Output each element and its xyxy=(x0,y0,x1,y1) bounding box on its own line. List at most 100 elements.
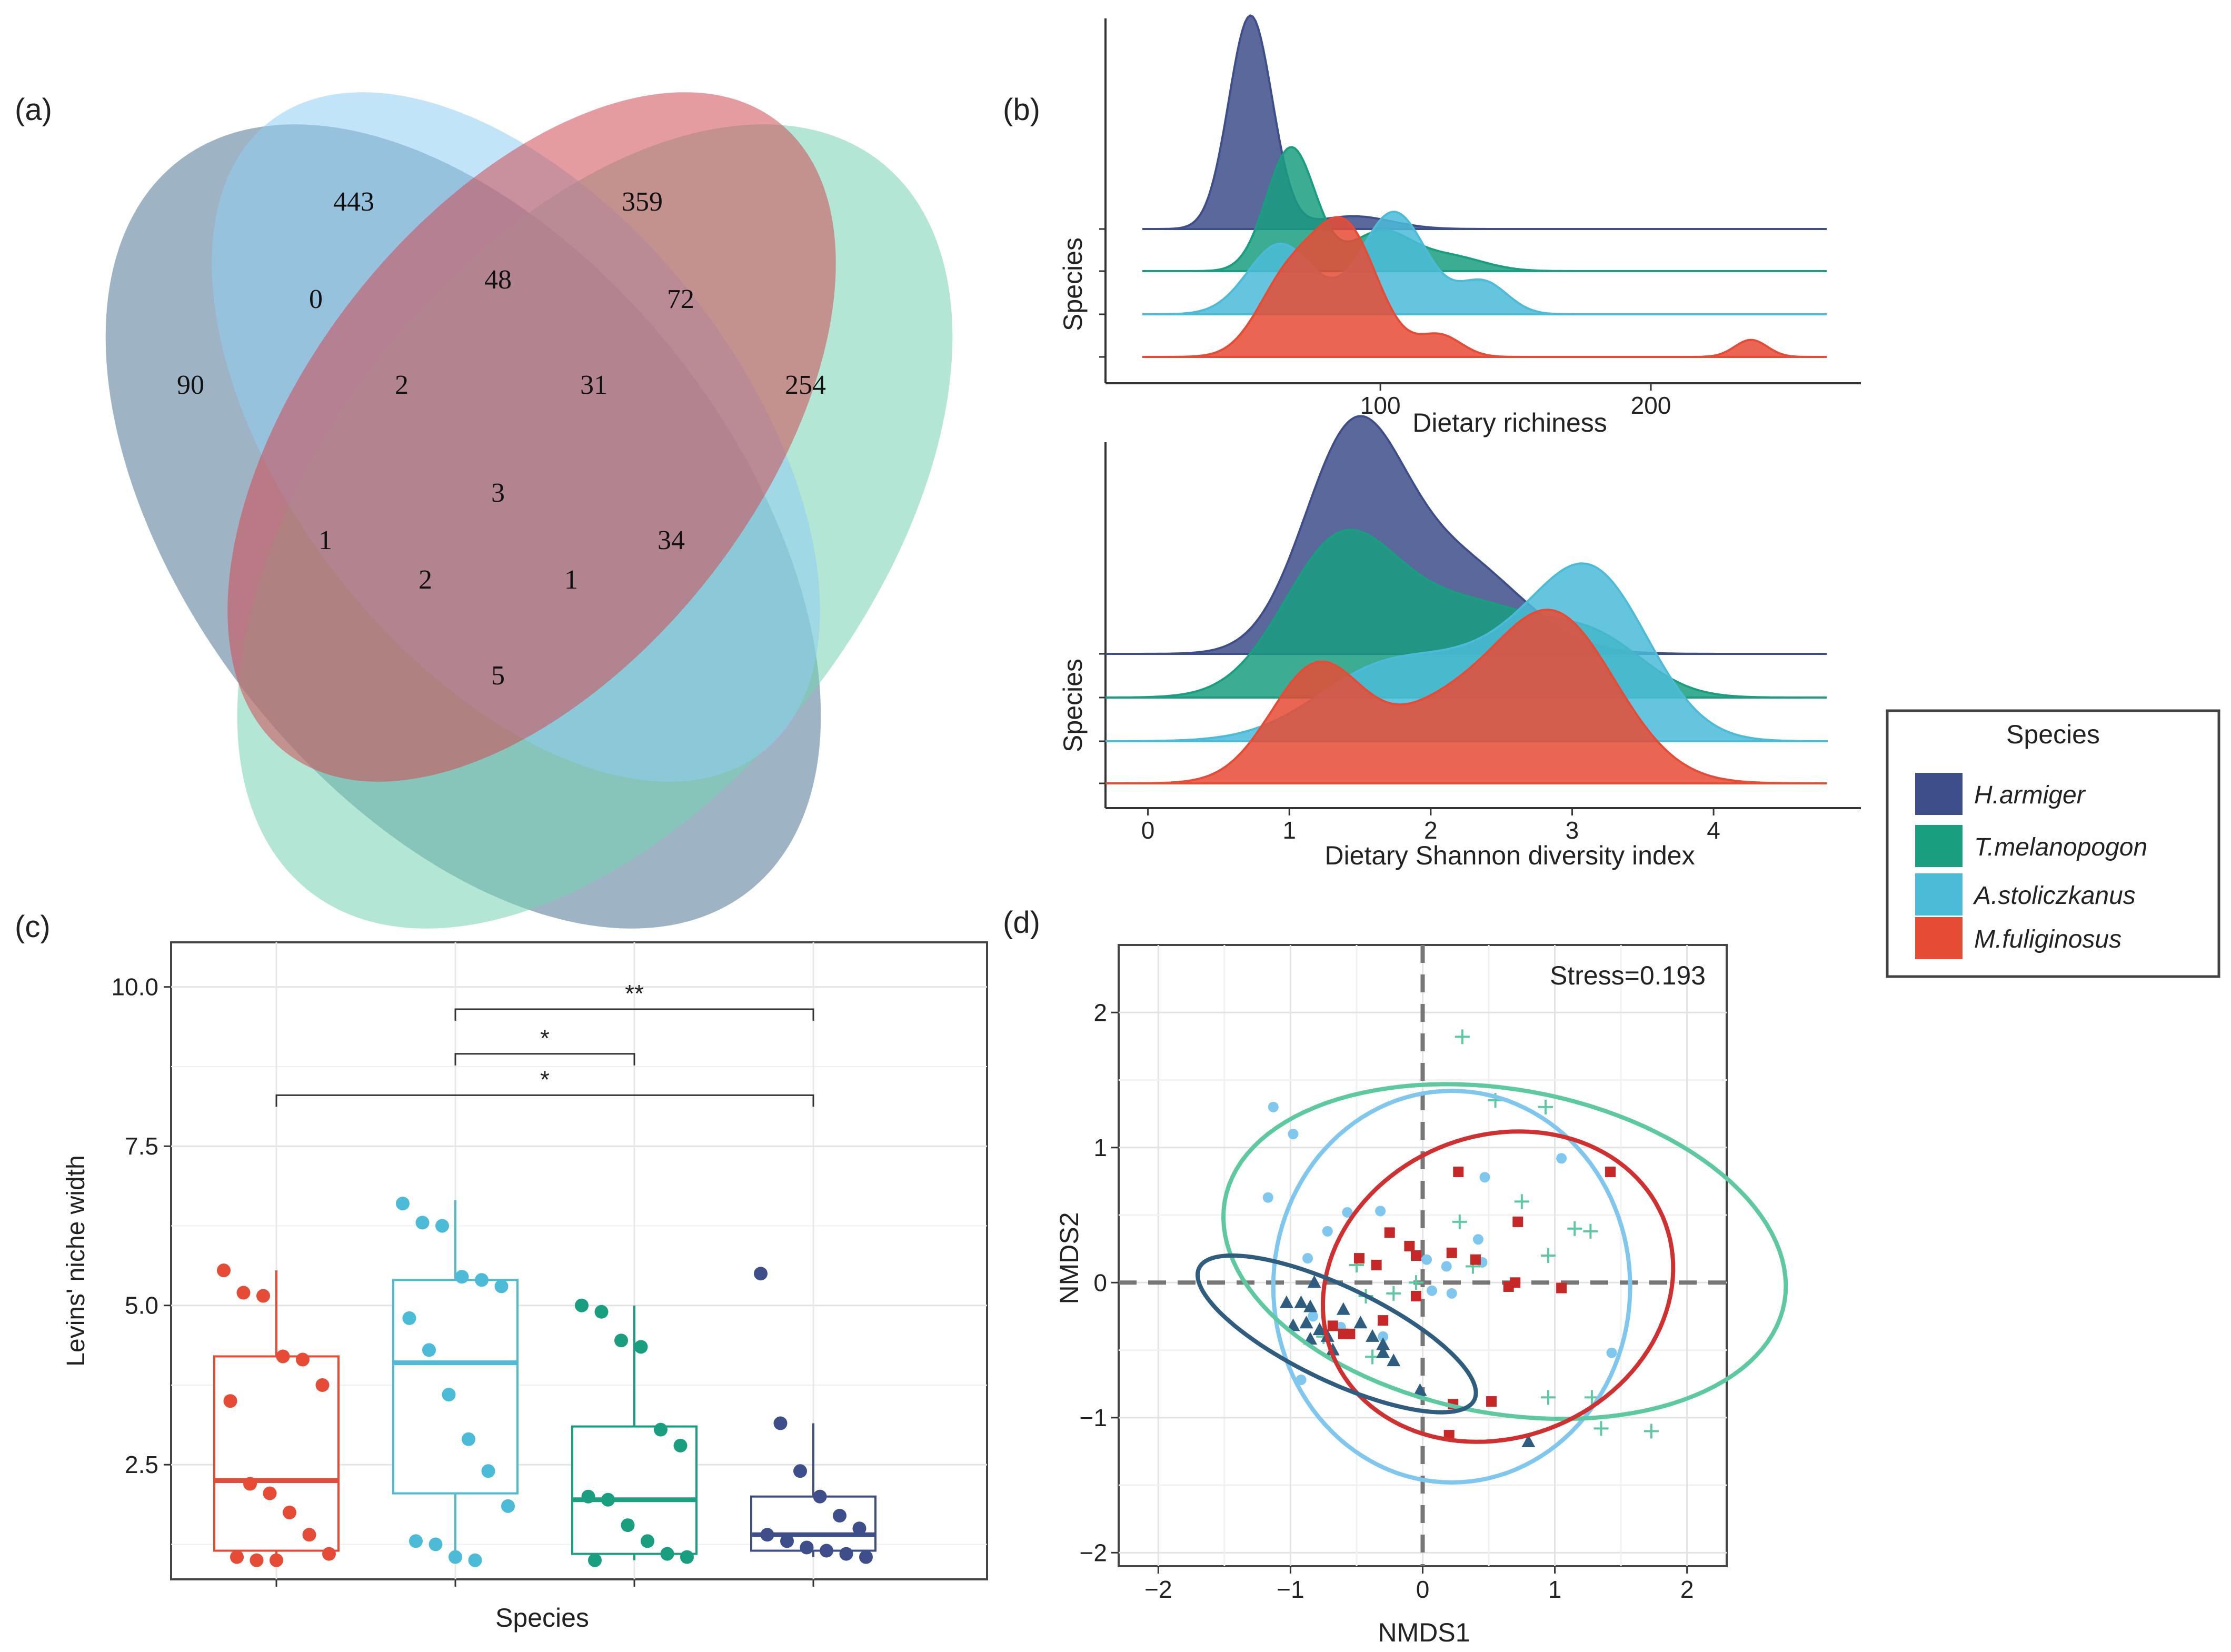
ridge-h-armiger xyxy=(1142,14,1827,230)
data-point xyxy=(833,1509,846,1522)
point-m-fuliginosus xyxy=(1605,1166,1616,1177)
venn-count: 1 xyxy=(564,565,578,595)
data-point xyxy=(468,1553,482,1567)
y-tick-label: 0 xyxy=(1093,1269,1107,1296)
data-point xyxy=(621,1518,635,1532)
data-point xyxy=(435,1219,449,1233)
point-t-melanopogon xyxy=(1593,1421,1609,1436)
y-axis-label: Species xyxy=(1058,659,1088,752)
data-point xyxy=(449,1550,462,1564)
point-h-armiger xyxy=(1303,1299,1318,1312)
ridge-h-armiger xyxy=(1105,415,1827,655)
point-m-fuliginosus xyxy=(1453,1166,1464,1177)
y-axis-label: Species xyxy=(1058,237,1088,331)
significance-label: * xyxy=(540,1024,550,1052)
ridge-a-stoliczkanus xyxy=(1105,562,1828,742)
point-a-stoliczkanus xyxy=(1262,1192,1273,1203)
nmds-scatter: −2 −1 0 1 2 −2 −1 0 1 2 Stress=0.193 NMDS2 NMDS1 xyxy=(1054,944,1788,1647)
x-tick-label: 200 xyxy=(1631,392,1671,419)
data-point xyxy=(315,1378,330,1392)
point-a-stoliczkanus xyxy=(1606,1347,1617,1358)
ellipse-m-fuliginosus xyxy=(1320,1129,1676,1444)
point-h-armiger xyxy=(1312,1322,1327,1336)
y-axis-label: NMDS2 xyxy=(1054,1212,1084,1304)
data-point xyxy=(754,1267,768,1281)
data-point xyxy=(680,1550,694,1564)
ellipse-t-melanopogon xyxy=(1221,1082,1788,1421)
point-h-armiger xyxy=(1521,1435,1536,1447)
data-point xyxy=(575,1298,589,1312)
point-m-fuliginosus xyxy=(1378,1315,1389,1326)
venn-count: 90 xyxy=(177,370,204,400)
data-point xyxy=(270,1553,283,1567)
data-point xyxy=(800,1540,814,1555)
venn-count: 1 xyxy=(318,525,332,555)
legend-item: A.stoliczkanus xyxy=(1915,873,2136,915)
data-point xyxy=(501,1499,515,1513)
significance-bracket xyxy=(454,1053,635,1066)
point-m-fuliginosus xyxy=(1410,1250,1421,1261)
stress-annotation: Stress=0.193 xyxy=(1550,961,1706,990)
point-t-melanopogon xyxy=(1408,1275,1423,1290)
data-point xyxy=(654,1422,668,1437)
point-h-armiger xyxy=(1366,1329,1380,1342)
data-point xyxy=(581,1489,595,1504)
legend-item: T.melanopogon xyxy=(1915,825,2147,867)
point-m-fuliginosus xyxy=(1556,1282,1567,1293)
x-tick-label: 0 xyxy=(1416,1576,1430,1603)
venn-count: 31 xyxy=(580,370,607,400)
data-point xyxy=(236,1286,251,1300)
data-point xyxy=(813,1489,827,1504)
data-point xyxy=(256,1289,270,1303)
data-point xyxy=(250,1553,264,1567)
point-h-armiger xyxy=(1353,1316,1368,1329)
data-point xyxy=(859,1550,873,1564)
point-m-fuliginosus xyxy=(1446,1247,1457,1258)
venn-count: 34 xyxy=(658,525,685,555)
point-t-melanopogon xyxy=(1538,1099,1553,1114)
point-m-fuliginosus xyxy=(1353,1253,1365,1264)
point-m-fuliginosus xyxy=(1510,1277,1521,1288)
data-point xyxy=(641,1534,654,1548)
data-point xyxy=(481,1464,495,1478)
point-h-armiger xyxy=(1376,1345,1390,1358)
point-a-stoliczkanus xyxy=(1322,1226,1333,1237)
data-point xyxy=(296,1352,310,1367)
ellipse-h-armiger xyxy=(1195,1253,1478,1415)
data-point xyxy=(223,1394,237,1408)
panel-b-label: (b) xyxy=(1003,93,1040,127)
venn-count: 48 xyxy=(484,265,512,295)
data-point xyxy=(302,1528,316,1542)
data-point xyxy=(614,1333,628,1348)
point-a-stoliczkanus xyxy=(1446,1288,1457,1299)
point-m-fuliginosus xyxy=(1512,1216,1523,1227)
point-h-armiger xyxy=(1286,1318,1300,1331)
data-point xyxy=(839,1547,853,1561)
y-tick-label: 5.0 xyxy=(125,1292,158,1319)
y-tick-label: 7.5 xyxy=(125,1132,158,1160)
y-tick-label: 1 xyxy=(1093,1134,1107,1161)
legend-swatch xyxy=(1915,873,1963,915)
data-point xyxy=(402,1311,416,1325)
venn-diagram: 443 359 90 254 0 48 72 2 31 3 1 2 1 34 5 xyxy=(105,92,953,929)
y-tick-label: 10.0 xyxy=(111,973,158,1001)
venn-count: 254 xyxy=(785,370,826,400)
panel-c-label: (c) xyxy=(15,910,51,944)
point-h-armiger xyxy=(1413,1383,1427,1396)
point-t-melanopogon xyxy=(1567,1221,1582,1236)
point-h-armiger xyxy=(1376,1337,1390,1350)
point-t-melanopogon xyxy=(1386,1286,1401,1301)
x-axis-label: Dietary Shannon diversity index xyxy=(1324,841,1695,870)
x-tick-label: 3 xyxy=(1566,817,1579,844)
venn-count: 443 xyxy=(333,187,374,217)
point-a-stoliczkanus xyxy=(1378,1331,1389,1342)
data-point xyxy=(230,1550,244,1564)
venn-count: 2 xyxy=(419,565,432,595)
species-legend: Species H.armiger T.melanopogon A.stolic… xyxy=(1886,709,2220,978)
y-tick-label: −1 xyxy=(1080,1404,1107,1431)
data-point xyxy=(455,1270,469,1284)
venn-count: 3 xyxy=(491,478,505,508)
point-h-armiger xyxy=(1387,1354,1401,1367)
significance-bracket xyxy=(454,1008,814,1021)
